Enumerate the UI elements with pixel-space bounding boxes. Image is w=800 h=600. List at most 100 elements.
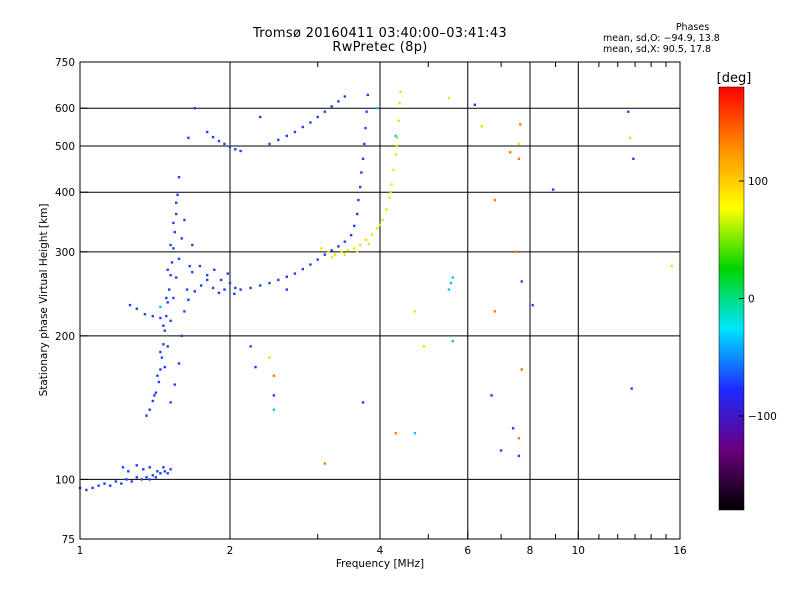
data-point bbox=[320, 247, 323, 250]
data-point bbox=[395, 144, 398, 148]
data-point bbox=[163, 329, 166, 332]
colorbar-tick-label: 0 bbox=[748, 294, 755, 306]
data-point bbox=[180, 334, 183, 337]
data-point bbox=[272, 408, 276, 411]
data-point bbox=[422, 345, 426, 348]
data-point bbox=[365, 110, 368, 113]
data-point bbox=[165, 296, 168, 300]
data-point bbox=[493, 198, 496, 202]
data-point bbox=[361, 157, 365, 160]
data-point bbox=[309, 121, 312, 124]
data-point bbox=[499, 449, 503, 452]
y-tick-label: 750 bbox=[55, 57, 75, 69]
data-point bbox=[394, 134, 397, 138]
data-point bbox=[509, 151, 512, 154]
data-point bbox=[370, 233, 373, 236]
data-point bbox=[388, 196, 391, 199]
data-point bbox=[632, 157, 635, 160]
data-point bbox=[364, 238, 368, 241]
data-point bbox=[159, 472, 162, 475]
data-point bbox=[173, 383, 176, 386]
data-point bbox=[172, 296, 175, 300]
data-point bbox=[130, 480, 133, 483]
data-point bbox=[166, 268, 169, 271]
data-point bbox=[148, 408, 151, 411]
data-point bbox=[172, 221, 175, 225]
data-point bbox=[330, 105, 333, 108]
data-point bbox=[188, 264, 191, 268]
x-tick-label: 6 bbox=[464, 545, 471, 557]
data-point bbox=[323, 110, 326, 113]
data-point bbox=[125, 478, 128, 481]
data-point bbox=[183, 218, 186, 222]
data-point bbox=[135, 476, 138, 479]
phase-statistics: Phases mean, sd,O: −94.9, 13.8 mean, sd,… bbox=[603, 22, 738, 55]
data-point bbox=[168, 288, 171, 291]
data-point bbox=[206, 274, 209, 277]
x-tick-label: 4 bbox=[377, 545, 384, 557]
data-point bbox=[220, 278, 223, 282]
data-point bbox=[394, 153, 397, 156]
data-point bbox=[177, 362, 181, 365]
data-point bbox=[151, 314, 154, 318]
y-tick-label: 600 bbox=[55, 103, 75, 115]
data-point bbox=[353, 224, 356, 228]
data-point bbox=[277, 278, 280, 282]
data-point bbox=[337, 245, 340, 248]
data-point bbox=[447, 288, 451, 291]
data-point bbox=[173, 230, 176, 234]
data-point bbox=[211, 135, 215, 139]
data-point bbox=[154, 476, 158, 479]
chart-subtitle: RwPretec (8p) bbox=[332, 40, 428, 55]
data-point bbox=[381, 218, 384, 222]
data-point bbox=[239, 288, 242, 291]
colorbar-ticks: 100 0 −100 bbox=[739, 176, 777, 423]
data-point bbox=[163, 365, 166, 369]
data-point bbox=[185, 288, 189, 291]
data-point bbox=[176, 193, 179, 196]
data-point bbox=[239, 149, 242, 153]
data-point bbox=[343, 240, 346, 243]
data-point bbox=[191, 243, 194, 247]
data-point bbox=[390, 183, 393, 186]
data-point bbox=[228, 281, 232, 285]
data-point bbox=[166, 345, 169, 348]
data-point bbox=[177, 176, 181, 179]
data-point bbox=[156, 470, 159, 473]
data-point bbox=[330, 249, 333, 252]
data-point bbox=[228, 145, 232, 148]
y-tick-label: 75 bbox=[62, 534, 75, 546]
data-point bbox=[333, 253, 337, 256]
data-point bbox=[343, 253, 346, 256]
data-point bbox=[272, 394, 276, 397]
data-point bbox=[480, 125, 483, 128]
data-point bbox=[165, 314, 168, 318]
data-point bbox=[254, 365, 257, 369]
data-point bbox=[357, 198, 360, 202]
data-point bbox=[159, 350, 162, 354]
data-point bbox=[249, 345, 252, 348]
data-point bbox=[630, 387, 633, 390]
data-point bbox=[399, 90, 402, 93]
data-point bbox=[389, 191, 392, 194]
data-point bbox=[135, 307, 138, 310]
data-point bbox=[234, 286, 237, 290]
y-tick-label: 400 bbox=[55, 187, 75, 199]
data-point bbox=[223, 288, 226, 291]
data-point bbox=[103, 482, 106, 485]
phase-statistics-title: Phases bbox=[675, 22, 710, 33]
data-point bbox=[217, 291, 221, 295]
data-point bbox=[169, 319, 172, 322]
data-point bbox=[364, 126, 367, 130]
data-point bbox=[159, 368, 162, 371]
data-point bbox=[142, 468, 145, 471]
data-point bbox=[162, 343, 165, 346]
data-point bbox=[91, 486, 94, 490]
y-tick-label: 500 bbox=[55, 141, 75, 153]
axes: 1 2 4 6 8 10 16 75 100 200 300 400 500 600 750 bbox=[55, 57, 687, 557]
colorbar-tick-label: −100 bbox=[748, 411, 777, 423]
data-point bbox=[128, 303, 132, 307]
data-point bbox=[121, 466, 125, 469]
